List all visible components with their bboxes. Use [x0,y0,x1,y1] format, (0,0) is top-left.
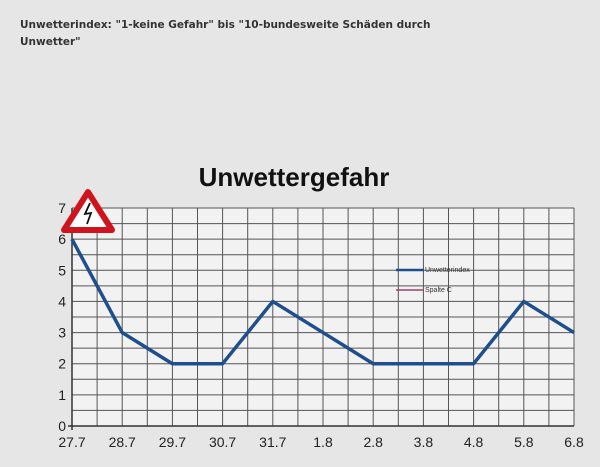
y-tick-label: 4 [58,293,66,309]
x-tick-label: 28.7 [109,434,136,450]
x-tick-label: 5.8 [514,434,534,450]
legend-label: Unwetterindex [425,267,470,274]
caption: Unwetterindex: "1-keine Gefahr" bis "10-… [20,19,431,48]
x-tick-label: 1.8 [313,434,333,450]
x-tick-label: 30.7 [209,434,236,450]
y-tick-label: 1 [58,387,66,403]
legend-label: Spalte C [425,287,452,294]
y-tick-label: 0 [58,418,66,434]
y-tick-label: 3 [58,325,66,341]
warning-lightning-triangle-icon [61,189,115,233]
y-tick-label: 5 [58,262,66,278]
x-tick-label: 3.8 [414,434,434,450]
x-tick-label: 6.8 [564,434,584,450]
x-tick-label: 2.8 [363,434,383,450]
chart-title: Unwettergefahr [199,162,390,192]
y-tick-label: 6 [58,231,66,247]
y-tick-label: 2 [58,356,66,372]
x-tick-label: 4.8 [464,434,484,450]
y-tick-label: 7 [58,200,66,216]
x-tick-label: 29.7 [159,434,186,450]
x-tick-label: 31.7 [259,434,286,450]
x-tick-label: 27.7 [58,434,85,450]
